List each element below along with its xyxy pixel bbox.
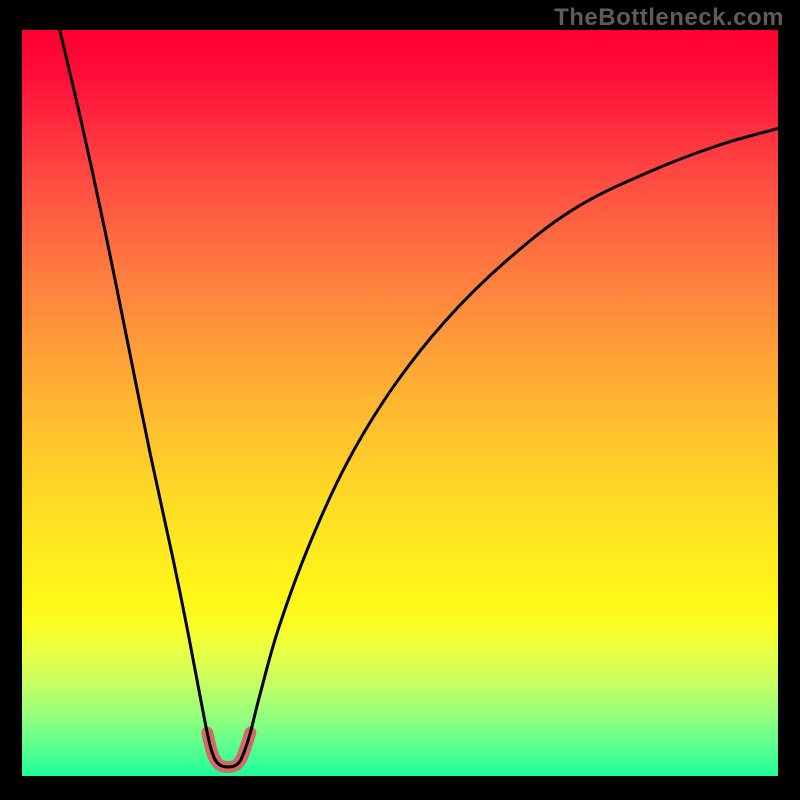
chart-svg — [22, 30, 778, 776]
plot-area — [22, 30, 778, 776]
bottom-highlight — [207, 733, 250, 767]
bottleneck-curve — [60, 30, 778, 767]
watermark-label: TheBottleneck.com — [554, 4, 784, 32]
figure-canvas: TheBottleneck.com — [0, 0, 800, 800]
